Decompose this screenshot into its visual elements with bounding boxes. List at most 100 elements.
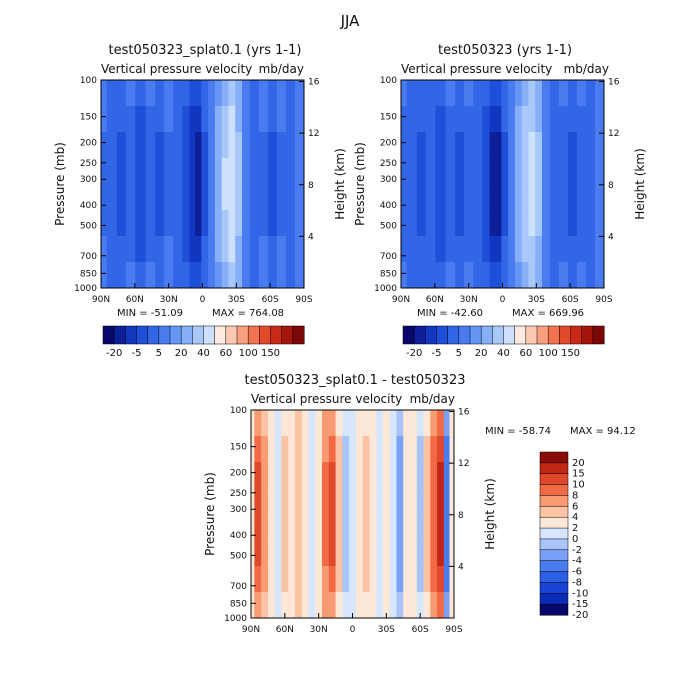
contour-cell	[335, 514, 343, 541]
x-tick-label: 90N	[92, 295, 110, 305]
colorbar-swatch	[136, 325, 149, 345]
contour-cell	[214, 80, 223, 107]
contour-cell	[235, 80, 243, 107]
contour-cell	[294, 262, 304, 288]
contour-cell	[308, 514, 316, 541]
colorbar-swatch	[259, 325, 272, 345]
x-tick-label: 30S	[378, 625, 395, 635]
contour-cell	[155, 262, 165, 288]
min-value: MIN = -51.09	[117, 308, 183, 319]
contour-cell	[355, 540, 364, 567]
y-tick-label: 500	[80, 221, 97, 231]
colorbar-label: -8	[572, 577, 582, 588]
contour-cell	[294, 80, 304, 107]
contour-cell	[285, 80, 296, 107]
y-axis-label: Pressure (mb)	[53, 142, 67, 226]
y-tick-label: 1000	[374, 284, 397, 294]
colorbar-label: -6	[572, 567, 582, 578]
contour-cell	[315, 592, 323, 618]
contour-cell	[410, 436, 418, 463]
contour-cell	[594, 236, 604, 263]
contour-cell	[501, 106, 509, 133]
contour-field	[251, 410, 454, 618]
contour-cell	[315, 488, 323, 515]
contour-cell	[249, 184, 260, 211]
contour-cell	[455, 106, 465, 133]
contour-cell	[267, 410, 276, 437]
contour-cell	[182, 184, 191, 211]
contour-cell	[362, 488, 371, 515]
contour-cell	[251, 488, 255, 515]
contour-cell	[443, 566, 451, 593]
colorbar-swatch	[539, 462, 569, 475]
contour-cell	[285, 106, 296, 133]
contour-cell	[435, 210, 447, 237]
contour-cell	[254, 462, 262, 489]
contour-cell	[508, 262, 516, 288]
contour-cell	[508, 158, 516, 185]
contour-cell	[308, 462, 316, 489]
colorbar-label: -2	[572, 545, 582, 556]
contour-cell	[406, 158, 418, 185]
x-axis: 90N 60N 30N 0 30S 60S 90S	[92, 283, 313, 305]
contour-cell	[228, 210, 236, 237]
y-tick-label: 850	[80, 269, 97, 279]
colorbar-swatch	[125, 325, 138, 345]
panel-subtitle: Vertical pressure velocity	[401, 62, 552, 76]
contour-cell	[281, 566, 289, 593]
contour-cell	[281, 540, 289, 567]
contour-cell	[288, 488, 296, 515]
contour-cell	[315, 540, 323, 567]
contour-cell	[281, 592, 289, 618]
contour-cell	[423, 592, 431, 618]
contour-cell	[189, 80, 196, 107]
contour-cell	[294, 132, 304, 159]
contour-cell	[435, 262, 447, 288]
colorbar-swatch	[525, 325, 538, 345]
y2-tick-label: 16	[608, 78, 620, 88]
contour-cell	[403, 488, 411, 515]
contour-cell	[342, 540, 350, 567]
contour-cell	[294, 566, 303, 593]
contour-cell	[208, 210, 216, 237]
contour-cell	[369, 462, 377, 489]
contour-cell	[495, 132, 502, 159]
contour-cell	[464, 158, 474, 185]
panel-subtitle: Vertical pressure velocity	[101, 62, 252, 76]
contour-cell	[585, 262, 596, 288]
colorbar-swatch	[503, 325, 516, 345]
contour-cell	[267, 462, 276, 489]
contour-cell	[285, 132, 296, 159]
x-tick-label: 30S	[528, 295, 545, 305]
contour-cell	[369, 540, 377, 567]
contour-cell	[328, 540, 337, 567]
colorbar-label: -4	[572, 556, 582, 567]
contour-cell	[221, 80, 230, 107]
contour-cell	[288, 436, 296, 463]
contour-cell	[274, 566, 283, 593]
contour-cell	[315, 566, 323, 593]
contour-cell	[241, 80, 251, 107]
contour-cell	[369, 592, 377, 618]
contour-cell	[308, 566, 316, 593]
contour-cell	[389, 462, 398, 489]
y-tick-label: 850	[230, 599, 247, 609]
contour-cell	[294, 592, 303, 618]
colorbar-swatch	[413, 325, 426, 345]
contour-cell	[328, 488, 337, 515]
contour-cell	[382, 566, 391, 593]
colorbar-swatch	[102, 325, 115, 345]
contour-cell	[249, 80, 260, 107]
contour-cell	[528, 80, 536, 107]
contour-cell	[221, 236, 230, 263]
contour-cell	[514, 184, 523, 211]
y-tick-label: 300	[230, 505, 247, 515]
contour-cell	[376, 514, 384, 541]
contour-cell	[435, 184, 447, 211]
colorbar-swatch	[539, 603, 569, 616]
contour-cell	[258, 106, 269, 133]
contour-cell	[401, 262, 408, 288]
contour-cell	[437, 592, 445, 618]
colorbar-swatch	[539, 527, 569, 540]
x-tick-label: 30N	[160, 295, 178, 305]
